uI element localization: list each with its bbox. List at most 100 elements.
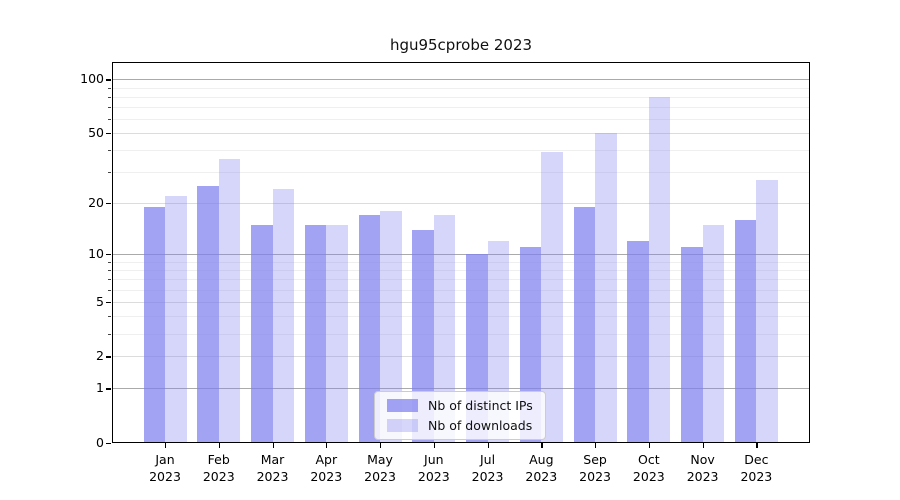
y-tick-label: 50	[88, 125, 104, 141]
bar-distinct-ips	[627, 240, 649, 443]
bar-distinct-ips	[358, 215, 381, 443]
x-tick-mark	[326, 443, 328, 448]
bar-downloads	[380, 211, 402, 443]
y-minor-tick-mark	[108, 172, 111, 174]
x-tick-mark	[380, 443, 382, 448]
x-tick-label: Jan 2023	[149, 452, 181, 484]
y-minor-tick-mark	[108, 316, 111, 318]
y-minor-tick-mark	[108, 269, 111, 271]
y-tick-label: 5	[96, 293, 104, 309]
y-minor-tick-mark	[108, 87, 111, 89]
bar-downloads	[272, 189, 295, 443]
gridline-decade	[112, 388, 810, 390]
gridline-decade	[112, 254, 810, 256]
bar-downloads	[218, 158, 241, 443]
gridline-minor	[112, 150, 810, 152]
legend-label: Nb of downloads	[428, 418, 533, 433]
x-tick-label: Jul 2023	[471, 452, 504, 484]
gridline-minor	[112, 96, 810, 98]
gridline-minor	[112, 87, 810, 89]
x-tick-mark	[165, 443, 167, 448]
legend-item: Nb of downloads	[387, 418, 533, 433]
x-tick-mark	[218, 443, 220, 448]
y-minor-tick-mark	[108, 107, 111, 109]
x-tick-label: Apr 2023	[310, 452, 343, 484]
gridline-minor	[112, 119, 810, 121]
legend-item: Nb of distinct IPs	[387, 398, 533, 413]
x-tick-mark	[756, 443, 758, 448]
gridline-minor	[112, 107, 810, 109]
gridline-minor	[112, 261, 810, 263]
y-tick-label: 2	[96, 348, 104, 364]
bar-downloads	[756, 180, 778, 443]
y-tick-mark	[106, 79, 111, 81]
bar-downloads	[702, 224, 725, 443]
y-tick-mark	[106, 443, 111, 445]
plot-area: 0 1 2 5 10 20 50 100 Jan 2023 Feb 2023 Mar 2023 Apr…	[80, 62, 810, 484]
gridline-minor	[112, 333, 810, 335]
gridline-major	[112, 203, 810, 205]
gridline-minor	[112, 289, 810, 291]
x-tick-mark	[272, 443, 274, 448]
y-minor-tick-mark	[108, 150, 111, 152]
gridline-major	[112, 301, 810, 303]
bar-distinct-ips	[412, 229, 434, 443]
legend-swatch	[387, 399, 418, 412]
gridline-decade	[112, 79, 810, 81]
bar-distinct-ips	[573, 206, 596, 443]
gridline-minor	[112, 269, 810, 271]
y-tick-mark	[106, 356, 111, 358]
x-tick-mark	[433, 443, 435, 448]
y-tick-label: 0	[96, 435, 104, 450]
x-tick-label: Aug 2023	[525, 452, 558, 484]
x-tick-mark	[648, 443, 651, 448]
bar-distinct-ips	[304, 224, 327, 443]
x-tick-label: Feb 2023	[202, 452, 235, 484]
legend: Nb of distinct IPs Nb of downloads	[374, 391, 546, 440]
x-tick-mark	[595, 443, 597, 448]
x-tick-mark	[702, 443, 704, 448]
bar-distinct-ips	[143, 206, 165, 443]
legend-label: Nb of distinct IPs	[428, 398, 533, 413]
bar-downloads	[326, 224, 348, 443]
y-tick-mark	[106, 203, 111, 205]
gridline-major	[112, 356, 810, 358]
bar-downloads	[433, 215, 456, 443]
x-tick-label: Dec 2023	[740, 452, 773, 484]
x-tick-label: Mar 2023	[256, 452, 289, 484]
x-tick-mark	[487, 443, 489, 448]
bar-distinct-ips	[681, 247, 703, 443]
bar-downloads	[165, 195, 187, 443]
y-tick-label: 10	[88, 246, 104, 262]
y-minor-tick-mark	[108, 96, 111, 98]
bar-downloads	[595, 133, 617, 443]
x-tick-label: Sep 2023	[579, 452, 611, 484]
legend-swatch	[387, 419, 418, 432]
x-tick-label: Jun 2023	[417, 452, 450, 484]
x-tick-label: Nov 2023	[686, 452, 719, 484]
y-minor-tick-mark	[108, 289, 111, 291]
chart-title: hgu95cprobe 2023	[389, 36, 533, 54]
bar-downloads	[648, 96, 671, 443]
y-minor-tick-mark	[108, 119, 111, 121]
y-minor-tick-mark	[108, 279, 111, 281]
x-tick-mark	[541, 443, 543, 448]
gridline-minor	[112, 316, 810, 318]
gridline-major	[112, 133, 810, 135]
bar-distinct-ips	[734, 219, 757, 443]
gridline-minor	[112, 279, 810, 281]
x-tick-label: May 2023	[364, 452, 396, 484]
gridline-minor	[112, 172, 810, 174]
y-tick-label: 1	[96, 380, 104, 396]
y-tick-label: 20	[88, 195, 104, 211]
y-tick-mark	[106, 301, 111, 304]
y-tick-mark	[106, 133, 111, 135]
bar-downloads	[541, 152, 563, 443]
y-minor-tick-mark	[108, 261, 111, 263]
y-minor-tick-mark	[108, 333, 111, 335]
y-tick-mark	[106, 254, 111, 256]
bar-distinct-ips	[197, 186, 219, 443]
y-tick-label: 100	[80, 71, 104, 87]
x-tick-label: Oct 2023	[632, 452, 665, 484]
